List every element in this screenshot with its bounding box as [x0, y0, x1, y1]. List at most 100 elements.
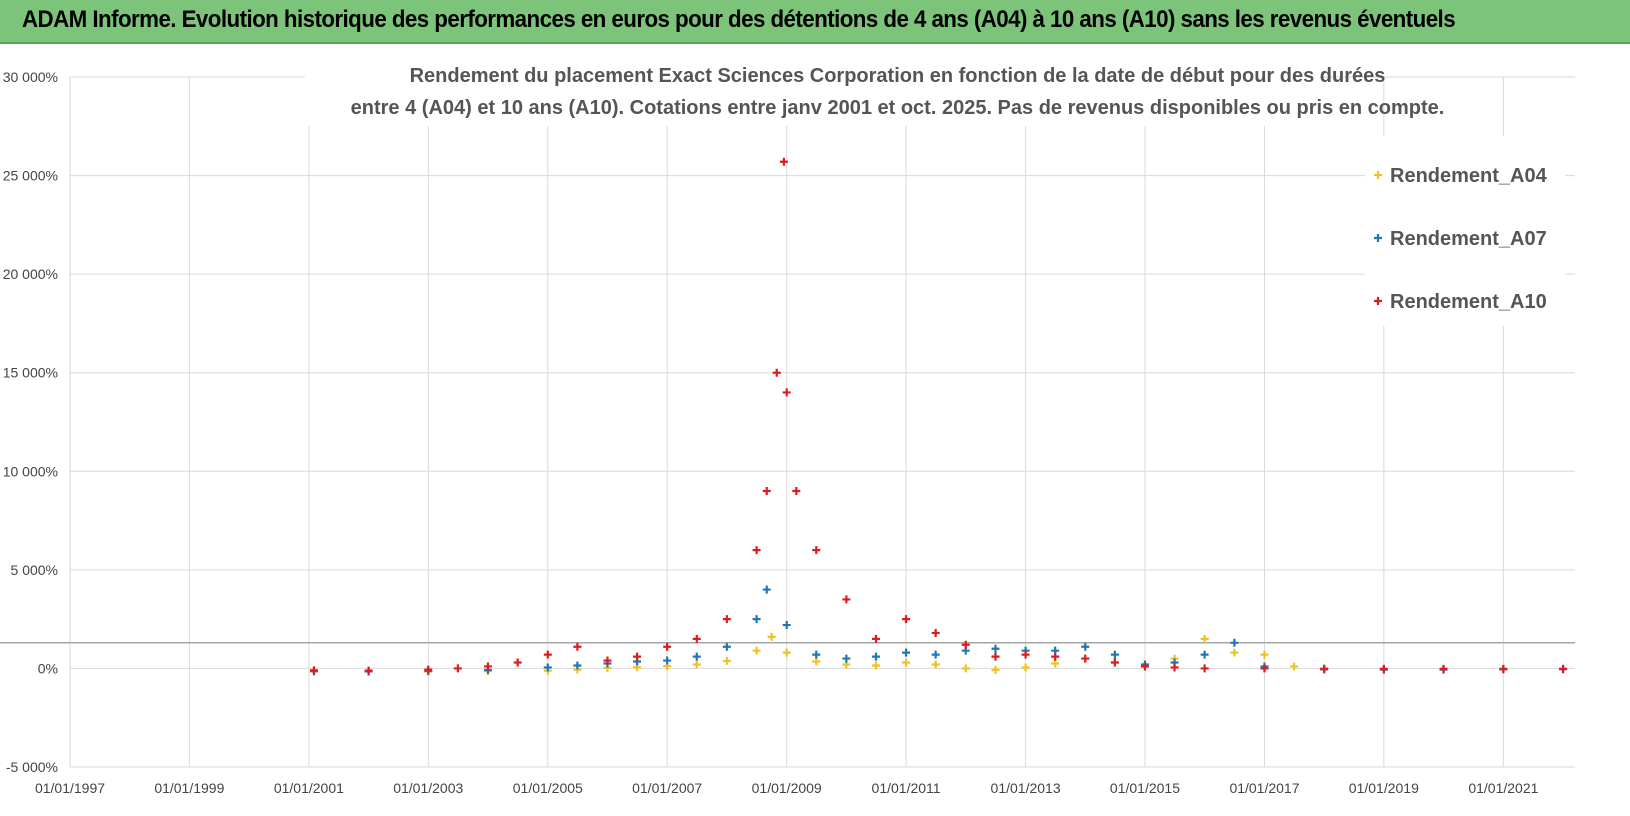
- data-point: [1200, 664, 1209, 673]
- x-tick-label: 01/01/1997: [35, 780, 105, 796]
- legend-label: Rendement_A07: [1390, 228, 1547, 250]
- legend: Rendement_A04 Rendement_A07 Rendement_A10: [1365, 136, 1565, 326]
- data-point: [752, 546, 761, 555]
- data-point: [543, 650, 552, 659]
- data-point: [424, 665, 433, 674]
- data-point: [752, 615, 761, 624]
- data-point: [722, 656, 731, 665]
- legend-marker: [1374, 297, 1382, 305]
- x-tick-label: 01/01/2015: [1110, 780, 1180, 796]
- data-point: [1051, 652, 1060, 661]
- data-point: [842, 595, 851, 604]
- scatter-chart: Rendement du placement Exact Sciences Co…: [0, 60, 1575, 796]
- data-point: [543, 663, 552, 672]
- data-point: [767, 632, 776, 641]
- data-point: [871, 652, 880, 661]
- data-point: [902, 658, 911, 667]
- chart-title-line-1: Rendement du placement Exact Sciences Co…: [410, 65, 1386, 87]
- x-tick-label: 01/01/1999: [154, 780, 224, 796]
- data-point: [364, 666, 373, 675]
- y-tick-label: 25 000%: [3, 168, 58, 184]
- data-point: [991, 666, 1000, 675]
- page-title: ADAM Informe. Evolution historique des p…: [22, 6, 1456, 33]
- y-tick-label: 15 000%: [3, 365, 58, 381]
- data-point: [1140, 662, 1149, 671]
- x-tick-label: 01/01/2013: [991, 780, 1061, 796]
- x-tick-label: 01/01/2001: [274, 780, 344, 796]
- data-point: [991, 652, 1000, 661]
- legend-marker: [1374, 171, 1382, 179]
- data-point: [663, 642, 672, 651]
- data-point: [931, 650, 940, 659]
- data-point: [782, 388, 791, 397]
- x-tick-label: 01/01/2017: [1229, 780, 1299, 796]
- data-point: [792, 487, 801, 495]
- data-point: [931, 628, 940, 637]
- data-point: [782, 621, 791, 630]
- data-point: [812, 546, 821, 555]
- data-point: [1051, 659, 1060, 668]
- data-point: [722, 615, 731, 624]
- y-tick-label: -5 000%: [6, 759, 58, 775]
- data-point: [1170, 663, 1179, 672]
- data-point: [573, 661, 582, 670]
- y-tick-label: 0%: [38, 660, 58, 676]
- data-point: [1379, 664, 1388, 673]
- data-point: [722, 642, 731, 651]
- x-tick-label: 01/01/2007: [632, 780, 702, 796]
- data-point: [1110, 658, 1119, 667]
- data-point: [1110, 650, 1119, 659]
- data-point: [1439, 664, 1448, 673]
- chart-title: Rendement du placement Exact Sciences Co…: [305, 60, 1444, 126]
- data-point: [692, 660, 701, 669]
- y-tick-label: 10 000%: [3, 463, 58, 479]
- header-banner: ADAM Informe. Evolution historique des p…: [0, 0, 1630, 44]
- chart-title-line-2: entre 4 (A04) et 10 ans (A10). Cotations…: [351, 97, 1445, 119]
- data-point: [513, 658, 522, 667]
- data-point: [1200, 650, 1209, 659]
- data-point: [902, 615, 911, 624]
- data-point: [1260, 650, 1269, 659]
- legend-marker: [1374, 234, 1382, 242]
- data-point: [1021, 650, 1030, 659]
- data-point: [1200, 634, 1209, 643]
- y-tick-label: 30 000%: [3, 69, 58, 85]
- data-point: [961, 640, 970, 649]
- data-point: [1320, 664, 1329, 673]
- data-point: [692, 634, 701, 643]
- x-tick-label: 01/01/2009: [752, 780, 822, 796]
- data-point: [1230, 638, 1239, 647]
- data-point: [692, 652, 701, 661]
- data-point: [483, 662, 492, 671]
- x-axis-ticks: 01/01/1997 01/01/1999 01/01/2001 01/01/2003…: [35, 780, 1539, 796]
- data-point: [633, 652, 642, 661]
- data-point: [1499, 664, 1508, 673]
- y-axis-ticks: 30 000% 25 000% 20 000% 15 000% 10 000% 5 000…: [3, 69, 58, 775]
- x-tick-label: 01/01/2005: [513, 780, 583, 796]
- data-marks: [309, 157, 1568, 676]
- data-point: [772, 368, 781, 377]
- data-point: [762, 585, 771, 594]
- x-tick-label: 01/01/2011: [872, 780, 941, 796]
- legend-label: Rendement_A10: [1390, 291, 1547, 313]
- data-point: [1290, 662, 1299, 671]
- data-point: [779, 157, 788, 166]
- data-point: [931, 660, 940, 669]
- legend-label: Rendement_A04: [1390, 165, 1548, 187]
- data-point: [1081, 654, 1090, 663]
- data-point: [812, 657, 821, 666]
- data-point: [752, 646, 761, 655]
- data-point: [902, 648, 911, 657]
- data-point: [991, 644, 1000, 653]
- data-point: [453, 664, 462, 673]
- data-point: [1260, 664, 1269, 673]
- data-point: [812, 650, 821, 659]
- grid-lines: [69, 76, 1575, 768]
- data-point: [762, 487, 771, 495]
- data-point: [1021, 663, 1030, 672]
- data-point: [1081, 642, 1090, 651]
- data-point: [663, 656, 672, 665]
- x-tick-label: 01/01/2003: [393, 780, 463, 796]
- y-tick-label: 5 000%: [11, 562, 58, 578]
- x-tick-label: 01/01/2021: [1468, 780, 1538, 796]
